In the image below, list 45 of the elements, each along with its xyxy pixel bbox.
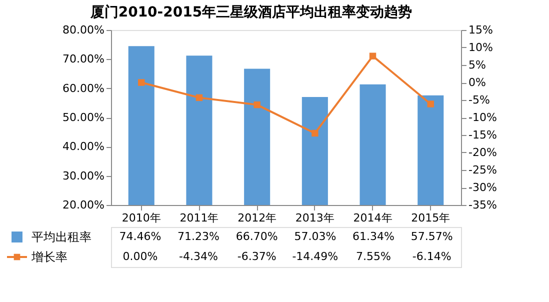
point [138,79,145,86]
point [369,52,376,60]
y2-tick-label: 10% [468,41,493,54]
y2-tick-label: -20% [468,146,497,159]
data-label: 7.55% [356,250,391,263]
data-label: 57.03% [294,230,336,243]
y2-tick-label: -35% [468,198,497,212]
x-tick-label: 2015年 [411,212,450,224]
x-tick-label: 2011年 [180,212,219,224]
y2-tick-label: -15% [468,128,497,142]
x-tick-label: 2014年 [353,212,392,224]
y2-tick-label: -10% [468,111,497,124]
data-label: 66.70% [236,230,278,243]
point [427,100,434,108]
data-label: 57.57% [410,230,453,243]
y2-tick-label: -5% [468,94,490,106]
x-tick-label: 2013年 [295,212,334,224]
y-tick-label: 80.00% [62,24,104,36]
data-label: -14.49% [292,250,338,263]
legend-label: 增长率 [30,250,68,264]
y2-tick-label: 15% [468,24,493,36]
y-tick-label: 70.00% [62,52,104,66]
data-label: 61.34% [352,230,394,243]
point [254,101,260,108]
y-tick-label: 50.00% [62,111,104,124]
data-label: -4.34% [179,250,218,263]
y2-tick-label: 5% [468,58,486,72]
y2-tick-label: -30% [468,181,497,194]
data-label: 0.00% [122,250,158,263]
x-tick-label: 2012年 [238,212,277,224]
point [196,94,203,102]
y-tick-label: 40.00% [62,140,104,154]
point [312,130,318,137]
y-tick-label: 60.00% [62,82,104,95]
y-tick-label: 30.00% [62,169,104,182]
chart-title: 厦门2010-2015年三星级酒店平均出租率变动趋势 [89,4,412,20]
y2-tick-label: -25% [468,164,497,176]
data-label: -6.37% [237,250,276,263]
x-tick-label: 2010年 [122,212,161,224]
y-tick-label: 20.00% [62,198,104,212]
data-label: 74.46% [119,230,162,243]
data-label: 71.23% [178,230,220,243]
legend-label: 平均出租率 [32,230,92,244]
data-label: -6.14% [412,250,452,263]
y2-tick-label: 0% [468,76,486,89]
